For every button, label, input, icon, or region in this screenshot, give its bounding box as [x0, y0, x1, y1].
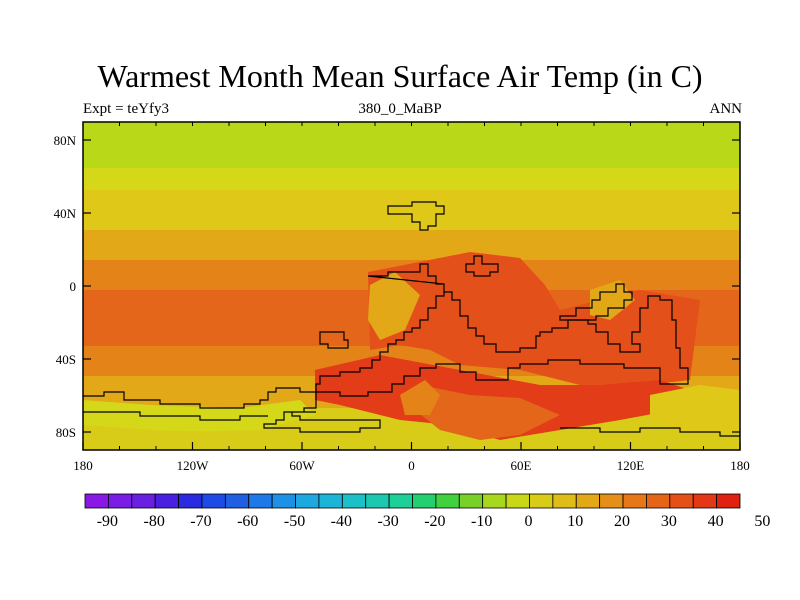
colorbar-swatch [271, 493, 296, 509]
colorbar-swatch [412, 493, 437, 509]
colorbar-swatch [84, 493, 109, 509]
colorbar-label: -20 [424, 513, 445, 530]
colorbar-swatch [341, 493, 367, 509]
outline-east-ridge [559, 283, 633, 321]
x-tick-label: 180 [730, 458, 750, 473]
y-axis: 80N 40N 0 40S 80S [54, 133, 740, 440]
outline-north [387, 201, 445, 231]
band-north-cool [83, 168, 740, 190]
band-north-cold [83, 122, 740, 168]
continent-outlines [83, 201, 740, 437]
colorbar-swatch [669, 493, 694, 509]
colorbar-label: -80 [144, 513, 165, 530]
colorbar-label: 0 [524, 513, 532, 530]
colorbar-swatch [178, 493, 203, 509]
temperature-field [83, 122, 740, 450]
colorbar-swatch [295, 493, 320, 509]
band-subtropic-n [83, 230, 740, 260]
colorbar-swatch [435, 493, 460, 509]
y-tick-label: 80N [54, 133, 77, 148]
x-tick-label: 120W [177, 458, 210, 473]
colorbar-swatch [505, 493, 530, 509]
colorbar-swatch [365, 493, 390, 509]
x-axis: 180 120W 60W 0 60E 120E 180 [73, 122, 750, 473]
outline-islands [465, 255, 499, 277]
y-tick-label: 0 [70, 279, 77, 294]
colorbar-label: -60 [237, 513, 258, 530]
colorbar-swatch [716, 493, 741, 509]
colorbar-label: -90 [97, 513, 118, 530]
colorbar-swatch [318, 493, 343, 509]
colorbar-swatch [482, 493, 507, 509]
colorbar-swatch [224, 493, 250, 509]
age-label: 380_0_MaBP [358, 101, 442, 117]
colorbar-swatch [131, 493, 156, 509]
colorbar-label: 30 [661, 513, 677, 530]
x-tick-label: 60W [289, 458, 315, 473]
polar-band-south [83, 430, 740, 450]
colorbar-swatch [622, 493, 647, 509]
y-tick-label: 80S [56, 425, 76, 440]
x-tick-label: 180 [73, 458, 93, 473]
colorbar-swatch [107, 493, 133, 509]
outline-south-strip [83, 411, 268, 421]
outline-south-west [83, 387, 381, 433]
band-north-mid [83, 190, 740, 230]
x-tick-label: 60E [511, 458, 532, 473]
colorbar-swatch [599, 493, 624, 509]
colorbar: -90 -80 -70 -60 -50 -40 -30 -20 -10 0 10 20 30 40 50 [84, 493, 770, 530]
colorbar-label: -30 [377, 513, 398, 530]
colorbar-swatch [458, 493, 484, 509]
season-label: ANN [709, 101, 743, 117]
figure-title: Warmest Month Mean Surface Air Temp (in … [97, 58, 703, 94]
colorbar-swatch [201, 493, 226, 509]
colorbar-label: -50 [284, 513, 305, 530]
y-tick-label: 40N [54, 206, 77, 221]
colorbar-label: 50 [754, 513, 770, 530]
colorbar-label: 10 [567, 513, 583, 530]
colorbar-swatch [388, 493, 413, 509]
outline-central [315, 263, 689, 397]
cool-patch-southeast [650, 385, 740, 435]
warm-region-central [368, 252, 700, 390]
colorbar-swatch [529, 493, 554, 509]
colorbar-swatch [248, 493, 273, 509]
mid-patch-south [400, 380, 440, 415]
outline-south-east [560, 427, 740, 437]
colorbar-swatch [552, 493, 577, 509]
colorbar-label: 20 [614, 513, 630, 530]
x-tick-label: 0 [408, 458, 415, 473]
colorbar-label: -40 [331, 513, 352, 530]
warm-region-inner [415, 385, 560, 440]
experiment-label: Expt = teYfy3 [83, 101, 169, 117]
y-tick-label: 40S [56, 352, 76, 367]
colorbar-swatch [154, 493, 179, 509]
cool-patch-west [368, 272, 420, 340]
colorbar-label: 40 [708, 513, 724, 530]
colorbar-label: -10 [471, 513, 492, 530]
colorbar-swatch [646, 493, 671, 509]
colorbar-swatch [575, 493, 601, 509]
x-tick-label: 120E [617, 458, 645, 473]
outline-small-west [319, 331, 349, 349]
colorbar-label: -70 [190, 513, 211, 530]
colorbar-swatch [692, 493, 718, 509]
